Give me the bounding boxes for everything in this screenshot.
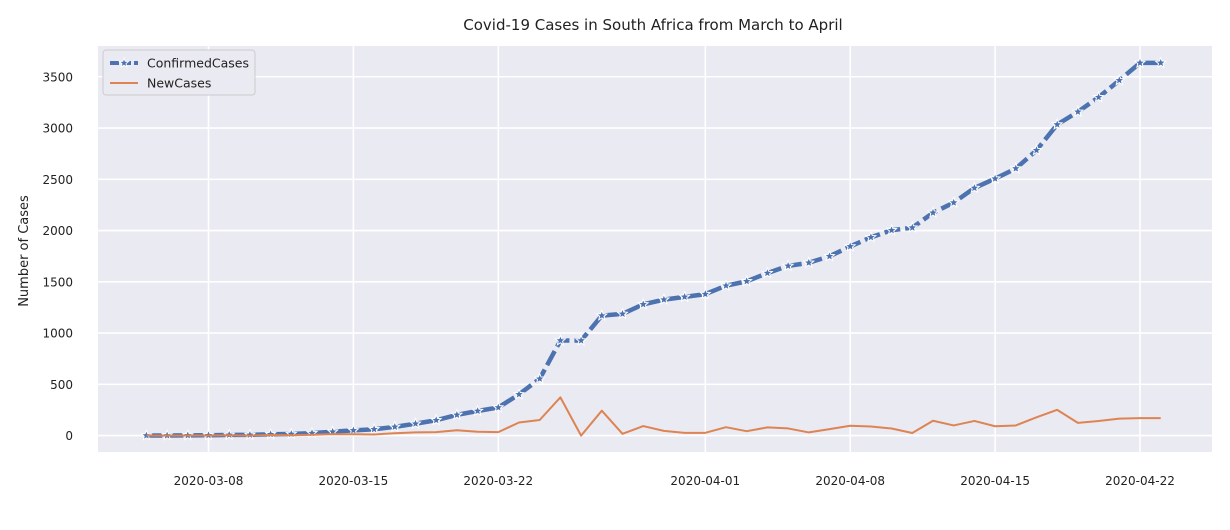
data-point-marker [926,206,940,219]
data-point-marker [1113,73,1126,86]
data-point-marker [409,417,422,429]
y-tick-label: 3500 [42,70,73,84]
data-point-marker [947,196,960,208]
y-axis-label: Number of Cases [17,195,32,307]
data-point-marker [388,420,402,433]
x-tick-label: 2020-04-08 [815,474,885,488]
chart-title: Covid-19 Cases in South Africa from Marc… [463,16,842,34]
data-point-marker [574,334,588,346]
data-point-marker [1009,161,1023,174]
data-point-marker [492,400,505,413]
data-point-marker [1133,56,1147,69]
data-point-marker [533,372,546,385]
y-tick-label: 3000 [42,122,73,136]
data-point-marker [1050,117,1064,130]
data-point-marker [864,230,878,243]
data-point-marker [616,307,629,320]
data-point-marker [1030,143,1043,156]
data-point-marker [471,404,484,417]
data-point-marker [657,293,671,305]
data-point-marker [678,290,691,303]
y-tick-label: 2000 [42,224,73,238]
data-point-marker [512,387,526,400]
legend-label: ConfirmedCases [147,56,249,71]
data-point-marker [429,413,443,426]
x-tick-label: 2020-04-22 [1105,474,1175,488]
data-point-marker [1154,56,1167,69]
x-tick-label: 2020-03-08 [174,474,244,488]
legend: ConfirmedCases NewCases [102,49,256,96]
y-tick-label: 0 [65,429,73,443]
plot-area [98,46,1212,452]
data-point-marker [988,172,1002,184]
data-point-marker [885,223,898,236]
legend-marker [118,56,130,68]
x-tick-label: 2020-04-15 [960,474,1030,488]
y-tick-label: 1000 [42,327,73,341]
data-point-marker [968,181,981,194]
series-line [146,396,1161,437]
series-layer [140,56,1167,441]
data-point-marker [761,266,774,279]
data-point-marker [450,408,464,421]
y-tick-label: 500 [50,378,73,392]
data-point-marker [264,427,277,440]
data-point-marker [906,221,919,233]
data-point-marker [802,256,816,269]
data-point-marker [554,334,567,346]
data-point-marker [699,287,712,300]
data-point-marker [140,428,153,441]
y-tick-label: 1500 [42,275,73,289]
y-tick-label: 2500 [42,173,73,187]
data-point-marker [367,422,381,435]
data-point-marker [1071,105,1085,118]
series-ConfirmedCases [140,56,1167,441]
data-point-marker [781,259,795,272]
data-point-marker [243,428,257,441]
data-point-marker [347,423,360,436]
x-tick-label: 2020-03-22 [463,474,533,488]
tick-labels: 0 500 1000 1500 2000 2500 3000 3500 2020-03-08 20… [42,70,1174,488]
data-point-marker [1092,90,1105,103]
x-tick-label: 2020-04-01 [670,474,740,488]
data-point-marker [843,239,857,252]
legend-box [102,49,256,96]
x-tick-label: 2020-03-15 [319,474,389,488]
legend-label: NewCases [147,76,211,91]
data-point-marker [595,309,609,321]
data-point-marker [823,249,836,262]
legend-items: ConfirmedCases NewCases [110,56,249,91]
data-point-marker [740,274,753,287]
data-point-marker [719,279,733,291]
series-NewCases [146,396,1161,437]
data-point-marker [636,297,650,310]
